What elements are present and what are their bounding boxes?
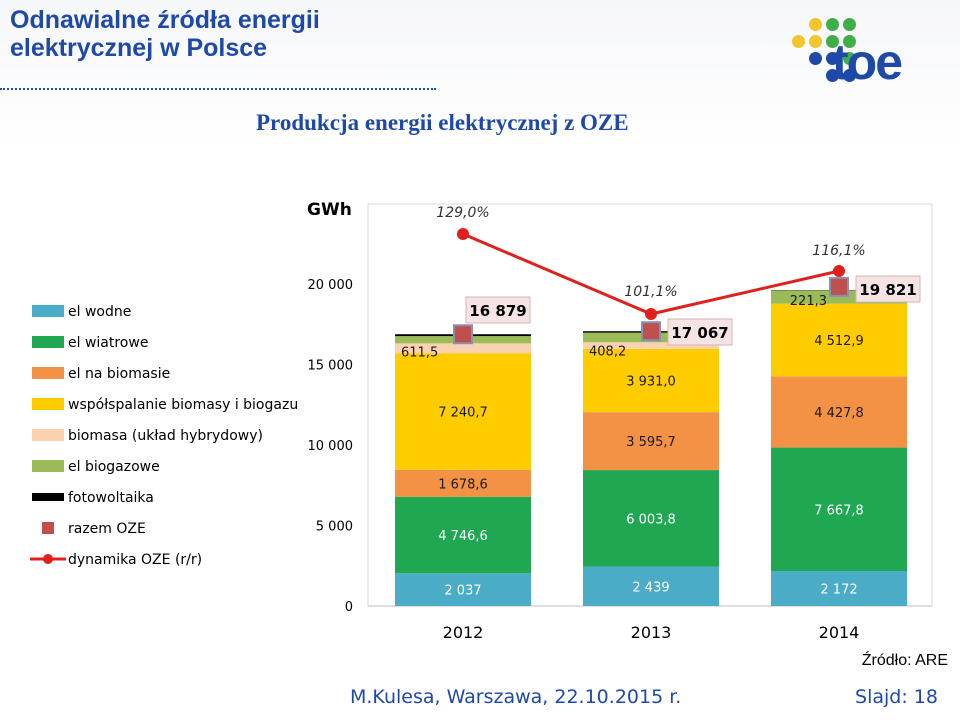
bar-segment-el_wodne [771, 571, 907, 606]
data-label-el_wiatrowe: 6 003,8 [626, 512, 676, 527]
data-label-wspolspalanie: 3 931,0 [626, 375, 676, 390]
legend-swatch [32, 429, 64, 441]
source-note: Źródło: ARE [861, 652, 948, 669]
logo-dot [809, 18, 822, 31]
legend-swatch [32, 367, 64, 379]
data-label-el_na_biomasie: 4 427,8 [814, 406, 864, 421]
razem-oze-total-box [465, 296, 531, 324]
legend-swatch [32, 493, 64, 501]
razem-oze-total-label: 17 067 [671, 324, 728, 342]
data-label-biomasa_hybrydowa: 611,5 [401, 345, 438, 360]
y-tick-label: 0 [345, 600, 353, 615]
bar-segment-biomasa_hybrydowa [395, 343, 531, 354]
razem-oze-marker [829, 276, 849, 297]
legend-label: fotowoltaika [68, 490, 154, 506]
razem-oze-marker [453, 324, 473, 345]
y-tick-label: 5 000 [316, 520, 353, 535]
slide-number: Slajd: 18 [855, 686, 938, 708]
bar-segment-el_wiatrowe [583, 470, 719, 567]
biogas-side-label: 221,3 [790, 294, 827, 309]
logo-dot [826, 69, 839, 82]
oze-production-chart: GWh 0 5 000 10 000 15 000 20 000 2 037 4 746,6 1… [30, 200, 933, 642]
bar-segment-wspolspalanie [583, 348, 719, 413]
legend-label: dynamika OZE (r/r) [68, 552, 202, 568]
y-tick-label: 10 000 [308, 439, 354, 454]
legend-swatch [42, 522, 54, 534]
slide-title-line1: Odnawialne źródła energii [10, 6, 320, 34]
bar-segment-el_wodne [583, 566, 719, 606]
y-tick-label: 20 000 [308, 278, 354, 293]
bar-segment-wspolspalanie [395, 353, 531, 470]
logo-dot [843, 69, 856, 82]
legend-swatch [43, 554, 53, 564]
chart-subtitle: Produkcja energii elektrycznej z OZE [256, 110, 629, 135]
dynamika-oze-point [645, 308, 657, 320]
dynamika-oze-point [833, 264, 845, 277]
data-label-el_na_biomasie: 1 678,6 [438, 477, 488, 492]
title-divider [0, 88, 436, 90]
logo-dot [792, 35, 805, 48]
data-label-wspolspalanie: 7 240,7 [438, 405, 488, 420]
dynamika-oze-label: 116,1% [812, 243, 865, 259]
legend-swatch [32, 305, 64, 317]
legend-swatch [32, 398, 64, 410]
y-axis-unit-label: GWh [307, 200, 352, 220]
legend-label: współspalanie biomasy i biogazu [68, 397, 298, 413]
y-tick-label: 15 000 [308, 359, 354, 374]
razem-oze-total-box [667, 318, 733, 346]
bar-segment-el_wiatrowe [395, 496, 531, 574]
logo-dot [809, 52, 822, 65]
slide-title: Odnawialne źródła energii elektrycznej w… [10, 6, 320, 62]
bar-segment-el_na_biomasie [771, 376, 907, 448]
logo-dot [809, 35, 822, 48]
logo-dot [843, 18, 856, 31]
logo-dot [826, 18, 839, 31]
legend-label: el na biomasie [68, 366, 170, 382]
legend-label: el wodne [68, 304, 131, 320]
header-background [0, 0, 960, 150]
razem-oze-total-box [855, 275, 921, 303]
author-footer: M.Kulesa, Warszawa, 22.10.2015 r. [350, 686, 682, 708]
bar-segment-el_na_biomasie [583, 412, 719, 471]
data-label-wspolspalanie: 4 512,9 [814, 334, 864, 349]
legend-label: biomasa (układ hybrydowy) [68, 428, 263, 444]
data-label-el_wiatrowe: 4 746,6 [438, 529, 488, 544]
data-label-el_wiatrowe: 7 667,8 [814, 503, 864, 518]
data-label-biomasa_hybrydowa: 408,2 [589, 344, 626, 359]
toe-logo: toe [792, 18, 952, 90]
razem-oze-total-label: 16 879 [469, 302, 526, 320]
x-tick-label: 2014 [819, 623, 860, 642]
logo-dot [826, 35, 839, 48]
x-tick-label: 2013 [631, 623, 672, 642]
dynamika-oze-label: 129,0% [436, 205, 489, 221]
dynamika-oze-point [457, 228, 469, 240]
bar-segment-biomasa_hybrydowa [583, 342, 719, 349]
data-label-el_wodne: 2 037 [444, 584, 481, 599]
data-label-el_wodne: 2 439 [632, 580, 669, 595]
logo-text: toe [832, 34, 903, 90]
logo-dot [843, 35, 856, 48]
bar-segment-wspolspalanie [771, 303, 907, 377]
legend-label: el wiatrowe [68, 335, 148, 351]
bar-segment-el_wiatrowe [771, 447, 907, 572]
data-label-el_na_biomasie: 3 595,7 [626, 435, 676, 450]
logo-dot [826, 52, 839, 65]
slide-title-line2: elektrycznej w Polsce [10, 34, 268, 62]
bar-segment-el_na_biomasie [395, 469, 531, 497]
data-label-el_wodne: 2 172 [820, 583, 857, 598]
bar-segment-el_wodne [395, 573, 531, 606]
legend-swatch [32, 336, 64, 348]
legend-label: razem OZE [68, 521, 146, 537]
legend-label: el biogazowe [68, 459, 160, 475]
x-tick-label: 2012 [443, 623, 484, 642]
razem-oze-marker [641, 321, 661, 342]
legend-swatch [32, 460, 64, 472]
logo-dot [843, 52, 856, 65]
razem-oze-total-label: 19 821 [859, 281, 916, 299]
dynamika-oze-label: 101,1% [624, 284, 677, 300]
